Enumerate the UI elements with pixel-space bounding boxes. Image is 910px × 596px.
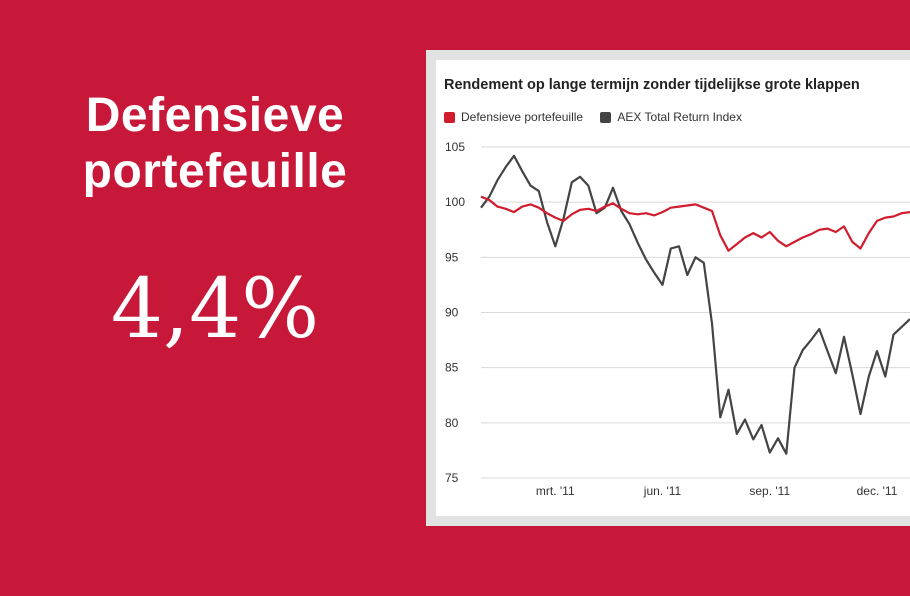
y-tick-label-100: 100 <box>445 195 465 209</box>
x-tick-label-2: sep. '11 <box>749 484 790 498</box>
legend-item-aex: AEX Total Return Index <box>600 110 742 124</box>
legend-item-defensive: Defensieve portefeuille <box>444 110 583 124</box>
x-tick-label-0: mrt. '11 <box>536 484 575 498</box>
line-chart: 75 80 85 90 95 100 105 mrt. '11 jun. '11 sep. '11… <box>445 140 910 498</box>
series-line-defensive <box>480 195 910 252</box>
y-tick-label-90: 90 <box>445 306 459 320</box>
series-line-aex <box>480 154 910 455</box>
y-tick-label-105: 105 <box>445 140 465 154</box>
chart-card: Rendement op lange termijn zonder tijdel… <box>426 50 910 526</box>
big-stat: 4,4% <box>110 262 320 357</box>
headline: Defensieve portefeuille <box>82 89 348 198</box>
y-tick-label-80: 80 <box>445 416 459 430</box>
y-tick-label-95: 95 <box>445 250 459 264</box>
y-tick-label-75: 75 <box>445 471 459 485</box>
legend: Defensieve portefeuille AEX Total Return… <box>444 110 756 126</box>
legend-label-defensive: Defensieve portefeuille <box>461 110 584 124</box>
y-tick-label-85: 85 <box>445 361 459 375</box>
chart-panel: Rendement op lange termijn zonder tijdel… <box>436 60 910 516</box>
chart-title: Rendement op lange termijn zonder tijdel… <box>444 77 860 93</box>
legend-swatch-defensive <box>444 111 455 123</box>
legend-label-aex: AEX Total Return Index <box>617 110 742 124</box>
x-tick-label-1: jun. '11 <box>643 484 682 498</box>
legend-swatch-aex <box>600 111 612 123</box>
x-tick-label-3: dec. '11 <box>857 484 898 498</box>
